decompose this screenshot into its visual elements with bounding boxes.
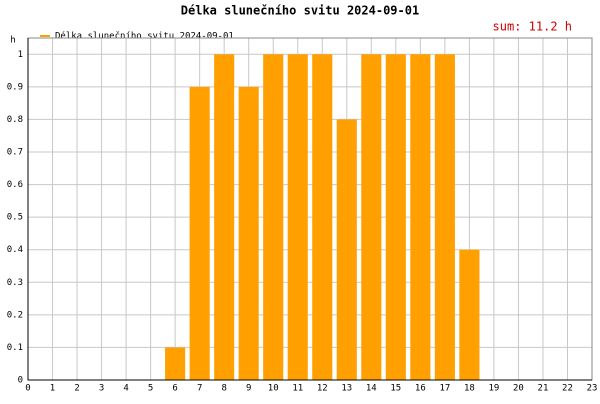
x-tick-label: 3	[99, 384, 104, 394]
x-tick-label: 20	[513, 384, 524, 394]
x-tick-label: 19	[488, 384, 499, 394]
x-tick-label: 18	[464, 384, 475, 394]
x-tick-label: 12	[317, 384, 328, 394]
x-tick-label: 21	[538, 384, 549, 394]
y-tick-label: 1	[18, 50, 23, 60]
x-tick-label: 11	[292, 384, 303, 394]
x-tick-label: 9	[246, 384, 251, 394]
bar	[410, 54, 431, 381]
sum-annotation: sum: 11.2 h	[493, 20, 572, 34]
y-tick-label: 0.9	[7, 82, 23, 92]
y-tick-label: 0.7	[7, 148, 23, 158]
y-tick-label: 0.2	[7, 310, 23, 320]
bar	[385, 54, 406, 381]
x-tick-label: 14	[366, 384, 377, 394]
bar	[287, 54, 308, 381]
x-tick-label: 6	[172, 384, 177, 394]
y-axis-label: h	[10, 36, 15, 46]
x-tick-label: 5	[148, 384, 153, 394]
x-tick-label: 0	[25, 384, 30, 394]
y-tick-label: 0.5	[7, 213, 23, 223]
bar	[434, 54, 455, 381]
x-tick-label: 10	[268, 384, 279, 394]
y-tick-label: 0.1	[7, 343, 23, 353]
bar	[336, 119, 357, 380]
chart-title: Délka slunečního svitu 2024-09-01	[181, 4, 419, 18]
bar	[238, 86, 259, 380]
x-tick-label: 17	[439, 384, 450, 394]
x-tick-label: 2	[74, 384, 79, 394]
y-tick-label: 0.4	[7, 245, 23, 255]
bar	[263, 54, 284, 381]
bar	[361, 54, 382, 381]
y-tick-label: 0.3	[7, 278, 23, 288]
x-tick-label: 22	[562, 384, 573, 394]
x-tick-label: 16	[415, 384, 426, 394]
bar	[165, 347, 186, 380]
x-tick-label: 7	[197, 384, 202, 394]
x-tick-label: 23	[587, 384, 598, 394]
x-tick-label: 15	[390, 384, 401, 394]
x-tick-label: 1	[50, 384, 55, 394]
x-tick-label: 4	[123, 384, 128, 394]
bar	[312, 54, 333, 381]
bar	[459, 249, 480, 380]
legend-label: Délka slunečního svitu 2024-09-01	[55, 31, 234, 42]
bar	[214, 54, 235, 381]
x-tick-label: 8	[221, 384, 226, 394]
y-tick-label: 0.8	[7, 115, 23, 125]
y-tick-label: 0.6	[7, 180, 23, 190]
bar	[189, 86, 210, 380]
y-tick-label: 0	[18, 376, 23, 386]
x-tick-label: 13	[341, 384, 352, 394]
